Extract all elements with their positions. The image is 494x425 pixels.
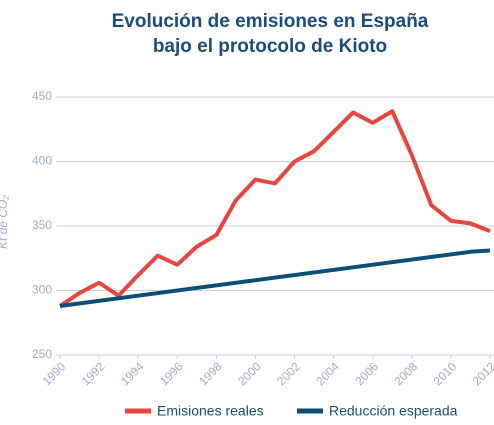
x-tick-label: 1998 bbox=[196, 359, 225, 388]
x-tick-label: 2012 bbox=[470, 359, 494, 388]
x-tick-label: 1996 bbox=[157, 359, 186, 388]
x-tick-label: 2004 bbox=[313, 359, 342, 388]
x-tick-label: 1994 bbox=[118, 359, 147, 388]
chart-title: Evolución de emisiones en España bbox=[112, 11, 429, 32]
y-tick-label: 350 bbox=[32, 218, 52, 232]
x-tick-label: 2006 bbox=[352, 359, 381, 388]
legend-label: Emisiones reales bbox=[157, 403, 264, 419]
y-tick-label: 400 bbox=[32, 154, 52, 168]
x-tick-label: 2002 bbox=[274, 359, 303, 388]
y-axis-label: Kt de CO₂ bbox=[0, 195, 10, 249]
y-tick-label: 450 bbox=[32, 89, 52, 103]
data-line bbox=[58, 109, 491, 308]
data-line bbox=[59, 248, 491, 308]
legend-label: Reducción esperada bbox=[329, 403, 458, 419]
x-tick-label: 2010 bbox=[430, 359, 459, 388]
x-tick-label: 1992 bbox=[79, 359, 108, 388]
chart-title: bajo el protocolo de Kioto bbox=[153, 36, 387, 57]
y-tick-label: 250 bbox=[32, 347, 52, 361]
x-tick-label: 2008 bbox=[391, 359, 420, 388]
x-tick-label: 1990 bbox=[40, 359, 69, 388]
y-tick-label: 300 bbox=[32, 283, 52, 297]
x-tick-label: 2000 bbox=[235, 359, 264, 388]
